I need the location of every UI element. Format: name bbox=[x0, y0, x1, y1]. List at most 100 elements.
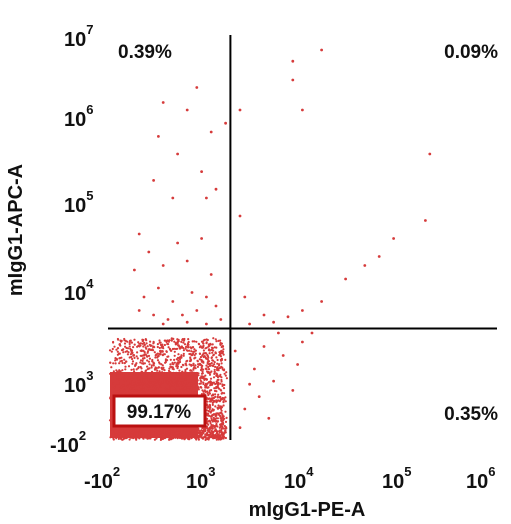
cluster-dot bbox=[224, 374, 227, 377]
cluster-dot bbox=[202, 349, 205, 352]
data-point bbox=[219, 318, 223, 321]
cluster-dot bbox=[124, 436, 127, 439]
cluster-dot bbox=[211, 399, 214, 402]
cluster-dot bbox=[188, 360, 192, 363]
data-point bbox=[257, 395, 261, 398]
cluster-dot bbox=[152, 374, 155, 377]
cluster-dot bbox=[214, 436, 217, 439]
cluster-dot bbox=[203, 389, 206, 392]
cluster-dot bbox=[162, 366, 165, 369]
cluster-dot bbox=[127, 365, 131, 368]
cluster-dot bbox=[173, 435, 176, 438]
cluster-dot bbox=[121, 377, 124, 380]
cluster-dot bbox=[164, 387, 167, 390]
cluster-dot bbox=[167, 343, 170, 346]
cluster-dot bbox=[171, 366, 174, 369]
cluster-dot bbox=[208, 364, 212, 367]
cluster-dot bbox=[206, 338, 209, 342]
cluster-dot bbox=[208, 389, 211, 392]
cluster-dot bbox=[210, 370, 213, 373]
cluster-dot bbox=[218, 396, 221, 399]
cluster-dot bbox=[120, 427, 123, 430]
cluster-dot bbox=[138, 387, 141, 391]
cluster-dot bbox=[112, 340, 115, 344]
data-point bbox=[310, 331, 314, 335]
cluster-dot bbox=[185, 432, 189, 435]
cluster-dot bbox=[158, 372, 161, 375]
y-tick-label: 104 bbox=[64, 276, 94, 305]
cluster-dot bbox=[220, 362, 223, 365]
cluster-dot bbox=[207, 423, 210, 426]
cluster-dot bbox=[130, 341, 133, 344]
cluster-dot bbox=[161, 350, 164, 353]
cluster-dot bbox=[182, 352, 185, 355]
cluster-dot bbox=[174, 381, 178, 385]
data-point bbox=[181, 313, 184, 317]
cluster-dot bbox=[212, 435, 215, 438]
cluster-dot bbox=[132, 376, 135, 379]
cluster-dot bbox=[166, 339, 169, 342]
cluster-dot bbox=[207, 349, 210, 352]
cluster-dot bbox=[147, 360, 151, 363]
cluster-dot bbox=[138, 437, 141, 440]
cluster-dot bbox=[207, 386, 210, 389]
cluster-dot bbox=[120, 359, 123, 362]
cluster-dot bbox=[111, 347, 114, 351]
cluster-dot bbox=[142, 388, 145, 391]
cluster-dot bbox=[166, 380, 169, 384]
cluster-dot bbox=[152, 340, 155, 343]
cluster-dot bbox=[173, 377, 176, 380]
cluster-dot bbox=[194, 352, 197, 355]
cluster-dot bbox=[200, 429, 203, 432]
cluster-dot bbox=[214, 387, 218, 390]
cluster-dot bbox=[193, 378, 196, 381]
cluster-dot bbox=[212, 416, 215, 419]
cluster-dot bbox=[124, 427, 127, 430]
data-point bbox=[147, 250, 151, 254]
cluster-dot bbox=[223, 368, 226, 371]
cluster-dot bbox=[176, 347, 179, 350]
cluster-dot bbox=[222, 400, 225, 403]
cluster-dot bbox=[117, 338, 120, 341]
cluster-dot bbox=[143, 343, 146, 346]
cluster-dot bbox=[123, 362, 126, 365]
cluster-dot bbox=[161, 364, 164, 367]
cluster-dot bbox=[115, 358, 119, 361]
data-point bbox=[301, 108, 304, 112]
cluster-dot bbox=[133, 338, 136, 341]
cluster-dot bbox=[128, 389, 131, 393]
cluster-dot bbox=[221, 415, 224, 419]
cluster-dot bbox=[178, 436, 182, 440]
cluster-dot bbox=[145, 392, 148, 395]
cluster-dot bbox=[213, 399, 216, 403]
cluster-dot bbox=[152, 387, 155, 390]
cluster-dot bbox=[146, 359, 149, 362]
cluster-dot bbox=[149, 381, 152, 384]
cluster-dot bbox=[188, 386, 191, 389]
cluster-dot bbox=[196, 432, 199, 435]
data-point bbox=[291, 78, 295, 82]
cluster-dot bbox=[210, 427, 213, 430]
cluster-dot bbox=[123, 358, 126, 361]
cluster-dot bbox=[164, 373, 167, 376]
cluster-dot bbox=[113, 390, 116, 393]
cluster-dot bbox=[203, 338, 206, 341]
cluster-dot bbox=[163, 429, 166, 432]
cluster-dot bbox=[131, 383, 134, 386]
cluster-dot bbox=[131, 360, 135, 363]
data-point bbox=[161, 264, 165, 267]
cluster-dot bbox=[171, 378, 174, 382]
cluster-dot bbox=[152, 390, 155, 393]
cluster-dot bbox=[129, 387, 132, 390]
cluster-dot bbox=[143, 357, 146, 360]
cluster-dot bbox=[213, 387, 216, 390]
cluster-dot bbox=[189, 434, 192, 437]
data-point bbox=[272, 379, 275, 383]
cluster-dot bbox=[169, 358, 172, 361]
cluster-dot bbox=[158, 370, 161, 373]
cluster-dot bbox=[220, 409, 223, 412]
cluster-dot bbox=[157, 432, 160, 435]
data-point bbox=[320, 48, 323, 52]
cluster-dot bbox=[176, 364, 179, 367]
cluster-dot bbox=[158, 382, 161, 385]
